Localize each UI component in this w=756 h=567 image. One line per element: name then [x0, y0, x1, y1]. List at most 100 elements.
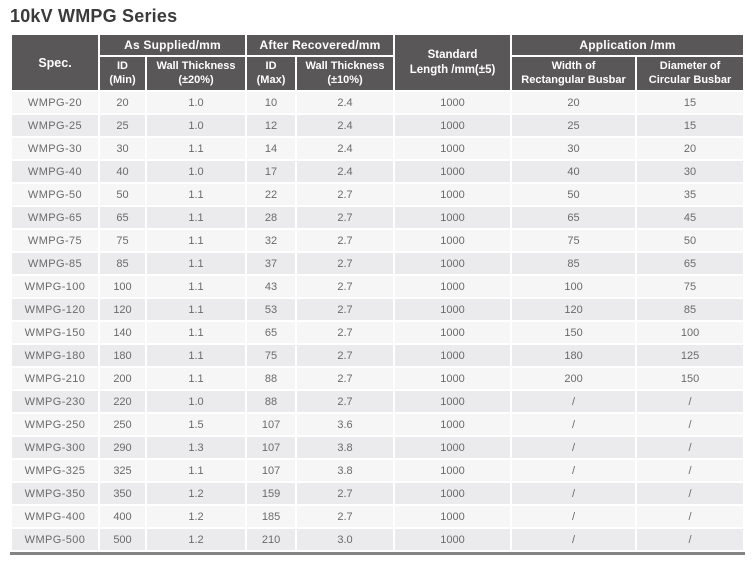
- cell-wall-thickness-20: 1.1: [147, 138, 246, 159]
- cell-width-rectangular-busbar: 40: [512, 161, 636, 182]
- cell-spec: WMPG-75: [12, 230, 98, 251]
- table-row: WMPG-400 400 1.2 185 2.7 1000 / /: [12, 506, 744, 527]
- cell-wall-thickness-20: 1.0: [147, 161, 246, 182]
- cell-id-min: 50: [100, 184, 145, 205]
- cell-standard-length: 1000: [395, 322, 511, 343]
- cell-width-rectangular-busbar: 25: [512, 115, 636, 136]
- spec-table: Spec. As Supplied/mm After Recovered/mm …: [10, 33, 746, 555]
- cell-wall-thickness-10: 2.7: [297, 207, 394, 228]
- cell-width-rectangular-busbar: 100: [512, 276, 636, 297]
- cell-spec: WMPG-20: [12, 92, 98, 113]
- cell-diameter-circular-busbar: 45: [637, 207, 744, 228]
- header-diameter-circular-busbar-line2: Circular Busbar: [648, 73, 732, 86]
- header-diameter-circular-busbar-line1: Diameter of: [659, 59, 721, 72]
- cell-wall-thickness-10: 2.4: [297, 138, 394, 159]
- table-row: WMPG-85 85 1.1 37 2.7 1000 85 65: [12, 253, 744, 274]
- table-row: WMPG-25 25 1.0 12 2.4 1000 25 15: [12, 115, 744, 136]
- header-id-max-line1: ID: [265, 59, 277, 72]
- cell-id-max: 107: [247, 437, 296, 458]
- cell-wall-thickness-20: 1.0: [147, 92, 246, 113]
- cell-standard-length: 1000: [395, 161, 511, 182]
- cell-id-min: 25: [100, 115, 145, 136]
- cell-id-min: 120: [100, 299, 145, 320]
- cell-id-max: 210: [247, 529, 296, 550]
- cell-wall-thickness-20: 1.2: [147, 483, 246, 504]
- cell-spec: WMPG-50: [12, 184, 98, 205]
- cell-wall-thickness-10: 2.7: [297, 345, 394, 366]
- cell-spec: WMPG-120: [12, 299, 98, 320]
- cell-width-rectangular-busbar: /: [512, 437, 636, 458]
- cell-diameter-circular-busbar: /: [637, 506, 744, 527]
- cell-standard-length: 1000: [395, 414, 511, 435]
- cell-diameter-circular-busbar: 75: [637, 276, 744, 297]
- cell-id-max: 88: [247, 368, 296, 389]
- cell-width-rectangular-busbar: 50: [512, 184, 636, 205]
- header-width-rectangular-busbar-line2: Rectangular Busbar: [521, 73, 626, 86]
- cell-wall-thickness-20: 1.1: [147, 253, 246, 274]
- cell-standard-length: 1000: [395, 92, 511, 113]
- cell-spec: WMPG-500: [12, 529, 98, 550]
- page-title: 10kV WMPG Series: [10, 6, 178, 26]
- cell-wall-thickness-10: 2.7: [297, 184, 394, 205]
- cell-width-rectangular-busbar: 120: [512, 299, 636, 320]
- header-application: Application /mm: [512, 35, 744, 55]
- table-row: WMPG-210 200 1.1 88 2.7 1000 200 150: [12, 368, 744, 389]
- cell-diameter-circular-busbar: /: [637, 529, 744, 550]
- header-wall-thickness-20: Wall Thickness (±20%): [147, 57, 246, 90]
- header-width-rectangular-busbar: Width of Rectangular Busbar: [512, 57, 636, 90]
- cell-width-rectangular-busbar: 200: [512, 368, 636, 389]
- header-id-max: ID (Max): [247, 57, 296, 90]
- table-row: WMPG-30 30 1.1 14 2.4 1000 30 20: [12, 138, 744, 159]
- cell-id-max: 53: [247, 299, 296, 320]
- cell-id-min: 350: [100, 483, 145, 504]
- cell-wall-thickness-10: 2.4: [297, 92, 394, 113]
- cell-wall-thickness-20: 1.0: [147, 391, 246, 412]
- cell-wall-thickness-10: 2.7: [297, 391, 394, 412]
- header-diameter-circular-busbar: Diameter of Circular Busbar: [637, 57, 744, 90]
- cell-id-min: 250: [100, 414, 145, 435]
- cell-id-min: 85: [100, 253, 145, 274]
- header-width-rectangular-busbar-line1: Width of: [551, 59, 596, 72]
- table-row: WMPG-65 65 1.1 28 2.7 1000 65 45: [12, 207, 744, 228]
- cell-standard-length: 1000: [395, 299, 511, 320]
- table-row: WMPG-50 50 1.1 22 2.7 1000 50 35: [12, 184, 744, 205]
- header-standard-length: Standard Length /mm(±5): [395, 35, 511, 90]
- header-wall-thickness-10-line1: Wall Thickness: [305, 59, 385, 72]
- cell-wall-thickness-10: 2.4: [297, 161, 394, 182]
- cell-spec: WMPG-40: [12, 161, 98, 182]
- cell-spec: WMPG-300: [12, 437, 98, 458]
- table-row: WMPG-250 250 1.5 107 3.6 1000 / /: [12, 414, 744, 435]
- header-standard-length-line1: Standard: [427, 48, 478, 61]
- cell-id-min: 75: [100, 230, 145, 251]
- cell-wall-thickness-10: 2.4: [297, 115, 394, 136]
- header-id-max-line2: (Max): [256, 73, 286, 86]
- cell-id-min: 200: [100, 368, 145, 389]
- cell-id-max: 28: [247, 207, 296, 228]
- cell-wall-thickness-10: 3.8: [297, 437, 394, 458]
- header-standard-length-line2: Length /mm(±5): [409, 63, 496, 76]
- cell-width-rectangular-busbar: /: [512, 529, 636, 550]
- cell-wall-thickness-20: 1.0: [147, 115, 246, 136]
- cell-wall-thickness-20: 1.1: [147, 460, 246, 481]
- cell-spec: WMPG-180: [12, 345, 98, 366]
- cell-spec: WMPG-30: [12, 138, 98, 159]
- cell-id-max: 32: [247, 230, 296, 251]
- header-wall-thickness-10: Wall Thickness (±10%): [297, 57, 394, 90]
- cell-standard-length: 1000: [395, 230, 511, 251]
- cell-diameter-circular-busbar: 85: [637, 299, 744, 320]
- header-as-supplied: As Supplied/mm: [100, 35, 246, 55]
- cell-standard-length: 1000: [395, 483, 511, 504]
- table-row: WMPG-230 220 1.0 88 2.7 1000 / /: [12, 391, 744, 412]
- cell-width-rectangular-busbar: 65: [512, 207, 636, 228]
- cell-id-min: 30: [100, 138, 145, 159]
- cell-wall-thickness-10: 2.7: [297, 299, 394, 320]
- cell-id-max: 10: [247, 92, 296, 113]
- cell-diameter-circular-busbar: 150: [637, 368, 744, 389]
- cell-spec: WMPG-85: [12, 253, 98, 274]
- cell-id-min: 20: [100, 92, 145, 113]
- cell-spec: WMPG-325: [12, 460, 98, 481]
- cell-spec: WMPG-210: [12, 368, 98, 389]
- table-row: WMPG-20 20 1.0 10 2.4 1000 20 15: [12, 92, 744, 113]
- cell-diameter-circular-busbar: /: [637, 483, 744, 504]
- cell-diameter-circular-busbar: 125: [637, 345, 744, 366]
